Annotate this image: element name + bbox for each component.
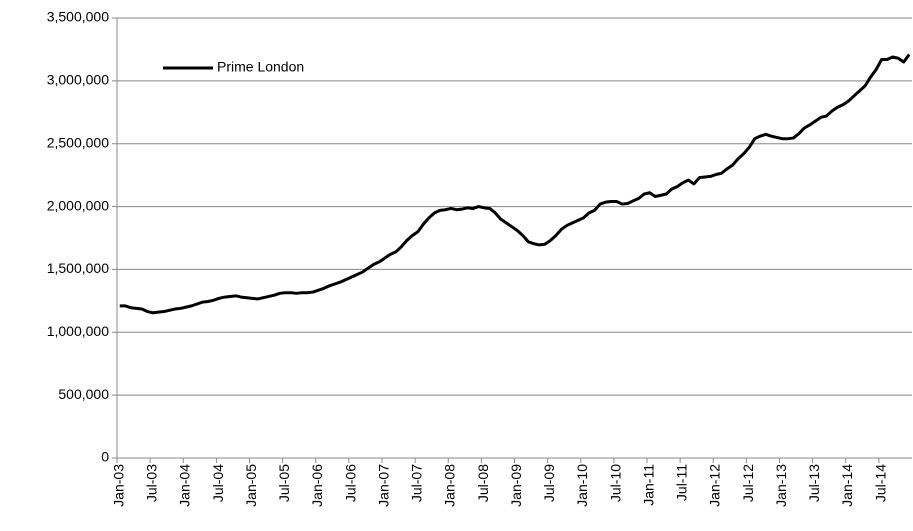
x-tick-label: Jan-05 (243, 464, 259, 507)
x-tick-label: Jul-08 (475, 464, 491, 502)
x-tick-label: Jan-04 (177, 464, 193, 507)
x-tick-label: Jul-13 (806, 464, 822, 502)
x-tick-label: Jan-13 (773, 464, 789, 507)
x-tick-label: Jan-06 (309, 464, 325, 507)
x-tick-label: Jul-05 (276, 464, 292, 502)
x-tick-label: Jan-14 (839, 464, 855, 507)
x-tick-label: Jul-11 (674, 464, 690, 501)
y-tick-label: 3,500,000 (47, 9, 109, 25)
x-tick-label: Jan-03 (110, 464, 126, 507)
x-tick-label: Jul-10 (607, 464, 623, 502)
x-tick-label: Jan-09 (508, 464, 524, 507)
x-tick-label: Jul-09 (541, 464, 557, 502)
y-tick-label: 3,000,000 (47, 72, 109, 88)
legend-label: Prime London (217, 59, 304, 75)
x-tick-label: Jul-12 (740, 464, 756, 502)
y-tick-label: 2,500,000 (47, 134, 109, 150)
x-tick-label: Jan-08 (442, 464, 458, 507)
x-tick-label: Jul-06 (342, 464, 358, 502)
line-series (119, 53, 911, 315)
x-tick-label: Jan-10 (574, 464, 590, 507)
x-tick-label: Jul-14 (872, 464, 888, 502)
y-tick-label: 1,000,000 (47, 323, 109, 339)
x-tick-label: Jan-07 (375, 464, 391, 507)
y-tick-label: 500,000 (58, 386, 109, 402)
y-tick-label: 0 (101, 449, 109, 465)
y-tick-label: 1,500,000 (47, 260, 109, 276)
y-tick-label: 2,000,000 (47, 197, 109, 213)
x-tick-label: Jul-04 (210, 464, 226, 502)
x-tick-label: Jul-03 (144, 464, 160, 502)
x-tick-label: Jul-07 (409, 464, 425, 502)
x-tick-label: Jan-12 (707, 464, 723, 507)
x-tick-label: Jan-11 (640, 464, 656, 506)
